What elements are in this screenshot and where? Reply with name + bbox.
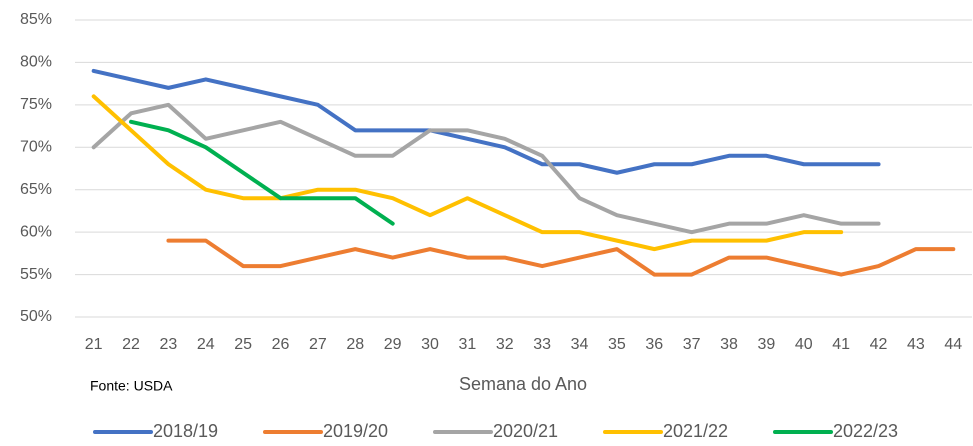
legend-label: 2021/22 [663, 421, 728, 441]
x-tick-label: 36 [645, 336, 663, 353]
legend-label: 2018/19 [153, 421, 218, 441]
annotation: Fonte: USDA [90, 378, 173, 394]
y-tick-label: 85% [20, 11, 52, 28]
x-tick-label: 21 [85, 336, 103, 353]
series-line [129, 119, 395, 226]
x-tick-label: 43 [907, 336, 925, 353]
legend-label: 2019/20 [323, 421, 388, 441]
y-tick-label: 50% [20, 308, 52, 325]
x-tick-label: 25 [234, 336, 252, 353]
x-tick-label: 35 [608, 336, 626, 353]
x-tick-label: 41 [832, 336, 850, 353]
legend-label: 2020/21 [493, 421, 558, 441]
x-tick-label: 30 [421, 336, 439, 353]
y-tick-label: 60% [20, 223, 52, 240]
legend-label: 2022/23 [833, 421, 898, 441]
x-tick-label: 38 [720, 336, 738, 353]
y-tick-label: 80% [20, 54, 52, 71]
x-tick-label: 40 [795, 336, 813, 353]
x-tick-label: 32 [496, 336, 514, 353]
y-tick-label: 70% [20, 139, 52, 156]
x-axis-label: Semana do Ano [459, 374, 587, 394]
x-tick-label: 24 [197, 336, 215, 353]
x-tick-label: 44 [944, 336, 962, 353]
series-line [91, 102, 881, 235]
x-tick-label: 29 [384, 336, 402, 353]
x-tick-label: 23 [160, 336, 178, 353]
y-tick-label: 55% [20, 266, 52, 283]
x-tick-label: 26 [272, 336, 290, 353]
x-tick-label: 34 [571, 336, 589, 353]
x-tick-label: 33 [533, 336, 551, 353]
y-tick-label: 75% [20, 96, 52, 113]
y-tick-label: 65% [20, 181, 52, 198]
x-tick-label: 27 [309, 336, 327, 353]
x-tick-label: 31 [459, 336, 477, 353]
series-line [91, 94, 844, 252]
series-line [91, 68, 881, 175]
x-tick-label: 39 [758, 336, 776, 353]
x-tick-label: 37 [683, 336, 701, 353]
x-tick-label: 28 [346, 336, 364, 353]
series-line [166, 238, 956, 277]
x-tick-label: 22 [122, 336, 140, 353]
x-tick-label: 42 [870, 336, 888, 353]
